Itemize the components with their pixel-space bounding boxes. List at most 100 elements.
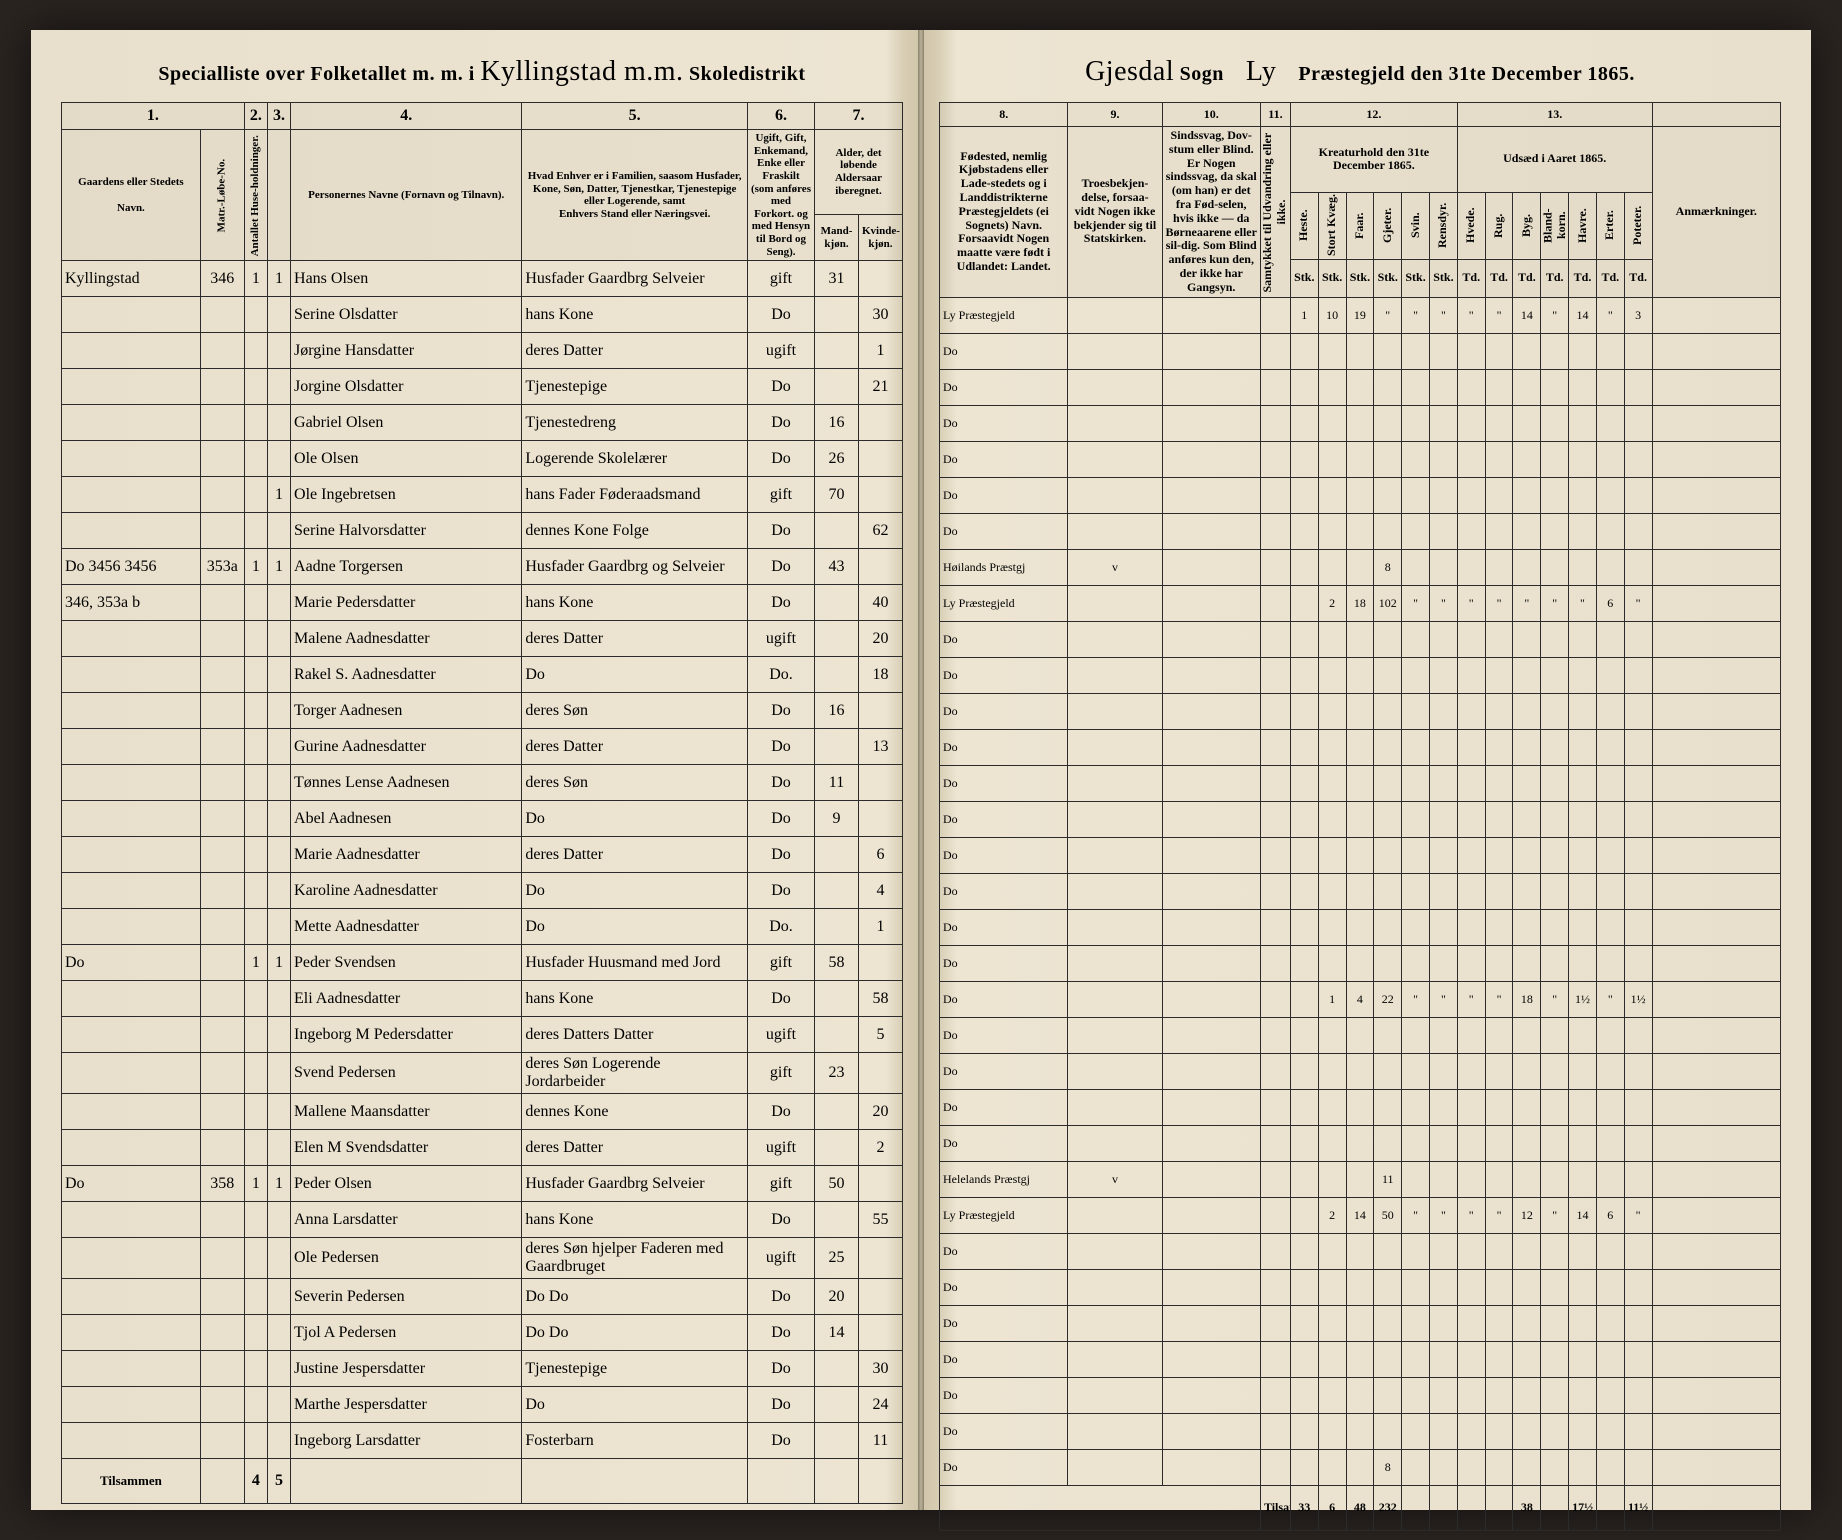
census-row-right: Do xyxy=(940,1305,1781,1341)
census-row-right: Do xyxy=(940,873,1781,909)
col-6: 6. xyxy=(747,103,814,130)
census-row-right: Do xyxy=(940,513,1781,549)
col-12: 12. xyxy=(1290,103,1457,127)
hdr-female: Kvinde-kjøn. xyxy=(858,215,902,261)
left-page-title: Specialliste over Folketallet m. m. i Ky… xyxy=(61,56,903,88)
unit-hdr: Td. xyxy=(1569,259,1597,297)
census-row-right: Ly Præstegjeld21450""""12"146" xyxy=(940,1197,1781,1233)
census-row-right: Do1422""""18"1½"1½ xyxy=(940,981,1781,1017)
unit-hdr: Stk. xyxy=(1374,259,1402,297)
unit-hdr: Td. xyxy=(1513,259,1541,297)
census-row-right: Do xyxy=(940,837,1781,873)
unit-hdr: Stk. xyxy=(1402,259,1430,297)
census-row: Marthe JespersdatterDoDo24 xyxy=(62,1387,903,1423)
sub-hdr: Rensdyr. xyxy=(1429,192,1457,259)
census-row: Do 3456 3456353a11Aadne TorgersenHusfade… xyxy=(62,549,903,585)
sub-hdr: Gjeter. xyxy=(1374,192,1402,259)
census-row: Ingeborg M Pedersdatterderes Datters Dat… xyxy=(62,1017,903,1053)
census-row-right: Do xyxy=(940,1017,1781,1053)
unit-hdr: Stk. xyxy=(1346,259,1374,297)
hdr-name: Personernes Navne (Fornavn og Tilnavn). xyxy=(291,130,522,261)
sub-hdr: Svin. xyxy=(1402,192,1430,259)
census-row-right: Do xyxy=(940,1341,1781,1377)
census-row-right: Høilands Præstgjv8 xyxy=(940,549,1781,585)
sogn-name: Gjesdal xyxy=(1085,56,1174,87)
unit-hdr: Td. xyxy=(1541,259,1569,297)
census-row-right: Do xyxy=(940,405,1781,441)
census-row-right: Do xyxy=(940,801,1781,837)
census-row: Do11Peder SvendsenHusfader Huusmand med … xyxy=(62,945,903,981)
hdr-gaard: Gaardens eller Stedets Navn. xyxy=(62,130,201,261)
col-13: 13. xyxy=(1457,103,1652,127)
unit-hdr: Td. xyxy=(1596,259,1624,297)
hdr-rel: Hvad Enhver er i Familien, saasom Husfad… xyxy=(522,130,748,261)
census-row: Gabriel OlsenTjenestedrengDo16 xyxy=(62,405,903,441)
census-row-right: Do xyxy=(940,333,1781,369)
census-row-right: Do xyxy=(940,1269,1781,1305)
census-row-right: Do xyxy=(940,765,1781,801)
census-row: Torger Aadnesenderes SønDo16 xyxy=(62,693,903,729)
hdr-age: Alder, det løbende Aldersaar iberegnet. xyxy=(815,130,903,215)
census-row-right: Do xyxy=(940,1125,1781,1161)
col-1: 1. xyxy=(62,103,245,130)
hdr-emig: Samtykket til Udvandring eller ikke. xyxy=(1260,127,1290,298)
sub-hdr: Hvede. xyxy=(1457,192,1485,259)
hdr-matr: Matr.-Løbe-No. xyxy=(200,130,244,261)
census-row: Serine Olsdatterhans KoneDo30 xyxy=(62,297,903,333)
census-row: Kyllingstad34611Hans OlsenHusfader Gaard… xyxy=(62,261,903,297)
census-ledger-spread: Specialliste over Folketallet m. m. i Ky… xyxy=(31,30,1811,1510)
parish-name: Ly xyxy=(1246,56,1277,87)
census-row-right: Do xyxy=(940,945,1781,981)
census-row: Tjol A PedersenDo DoDo14 xyxy=(62,1315,903,1351)
total-f: 5 xyxy=(267,1459,290,1504)
census-row: Svend Pedersenderes Søn Logerende Jordar… xyxy=(62,1053,903,1094)
census-row: Malene Aadnesdatterderes Datterugift20 xyxy=(62,621,903,657)
census-row: Mallene Maansdatterdennes KoneDo20 xyxy=(62,1094,903,1130)
sub-hdr: Faar. xyxy=(1346,192,1374,259)
census-row-right: Do xyxy=(940,1089,1781,1125)
census-table-left: 1. 2. 3. 4. 5. 6. 7. Gaardens eller Sted… xyxy=(61,102,903,1504)
col-8: 8. xyxy=(940,103,1068,127)
census-row-right: Ly Præstegjeld218102"""""""6" xyxy=(940,585,1781,621)
census-row-right: Do xyxy=(940,1233,1781,1269)
col-10: 10. xyxy=(1162,103,1260,127)
sub-hdr: Bland-korn. xyxy=(1541,192,1569,259)
right-page: Gjesdal Sogn Ly Præstegjeld den 31te Dec… xyxy=(921,30,1811,1510)
sub-hdr: Havre. xyxy=(1569,192,1597,259)
sub-hdr: Poteter. xyxy=(1624,192,1652,259)
col-3: 3. xyxy=(267,103,290,130)
hdr-male: Mand-kjøn. xyxy=(815,215,859,261)
hdr-notes: Anmærkninger. xyxy=(1652,127,1780,298)
census-row-right: Do xyxy=(940,1377,1781,1413)
census-row-right: Do xyxy=(940,693,1781,729)
unit-hdr: Stk. xyxy=(1290,259,1318,297)
census-row: Jørgine Hansdatterderes Datterugift1 xyxy=(62,333,903,369)
census-row: Elen M Svendsdatterderes Datterugift2 xyxy=(62,1130,903,1166)
census-row: Anna Larsdatterhans KoneDo55 xyxy=(62,1202,903,1238)
census-row: Marie Aadnesdatterderes DatterDo6 xyxy=(62,837,903,873)
hdr-dis: Sindssvag, Dov-stum eller Blind. Er Noge… xyxy=(1162,127,1260,298)
census-row: Jorgine OlsdatterTjenestepigeDo21 xyxy=(62,369,903,405)
census-row: Ole Pedersenderes Søn hjelper Faderen me… xyxy=(62,1238,903,1279)
hdr-birth: Fødested, nemlig Kjøbstadens eller Lade-… xyxy=(940,127,1068,298)
col-2: 2. xyxy=(244,103,267,130)
col-7: 7. xyxy=(815,103,903,130)
sub-hdr: Rug. xyxy=(1485,192,1513,259)
census-row: Eli Aadnesdatterhans KoneDo58 xyxy=(62,981,903,1017)
census-row-right: Do xyxy=(940,729,1781,765)
census-row: Abel AadnesenDoDo9 xyxy=(62,801,903,837)
census-row: Rakel S. AadnesdatterDoDo.18 xyxy=(62,657,903,693)
census-row: Ole OlsenLogerende SkolelærerDo26 xyxy=(62,441,903,477)
census-row: Justine JespersdatterTjenestepigeDo30 xyxy=(62,1351,903,1387)
census-row: Tønnes Lense Aadnesenderes SønDo11 xyxy=(62,765,903,801)
census-row-right: Do xyxy=(940,621,1781,657)
unit-hdr: Td. xyxy=(1624,259,1652,297)
census-row: Mette AadnesdatterDoDo.1 xyxy=(62,909,903,945)
sub-hdr: Stort Kvæg. xyxy=(1318,192,1346,259)
census-row: Do35811Peder OlsenHusfader Gaardbrg Selv… xyxy=(62,1166,903,1202)
census-row-right: Do xyxy=(940,909,1781,945)
census-row: Gurine Aadnesdatterderes DatterDo13 xyxy=(62,729,903,765)
total-label-left: Tilsammen xyxy=(62,1459,201,1504)
unit-hdr: Td. xyxy=(1485,259,1513,297)
census-row: 346, 353a bMarie Pedersdatterhans KoneDo… xyxy=(62,585,903,621)
